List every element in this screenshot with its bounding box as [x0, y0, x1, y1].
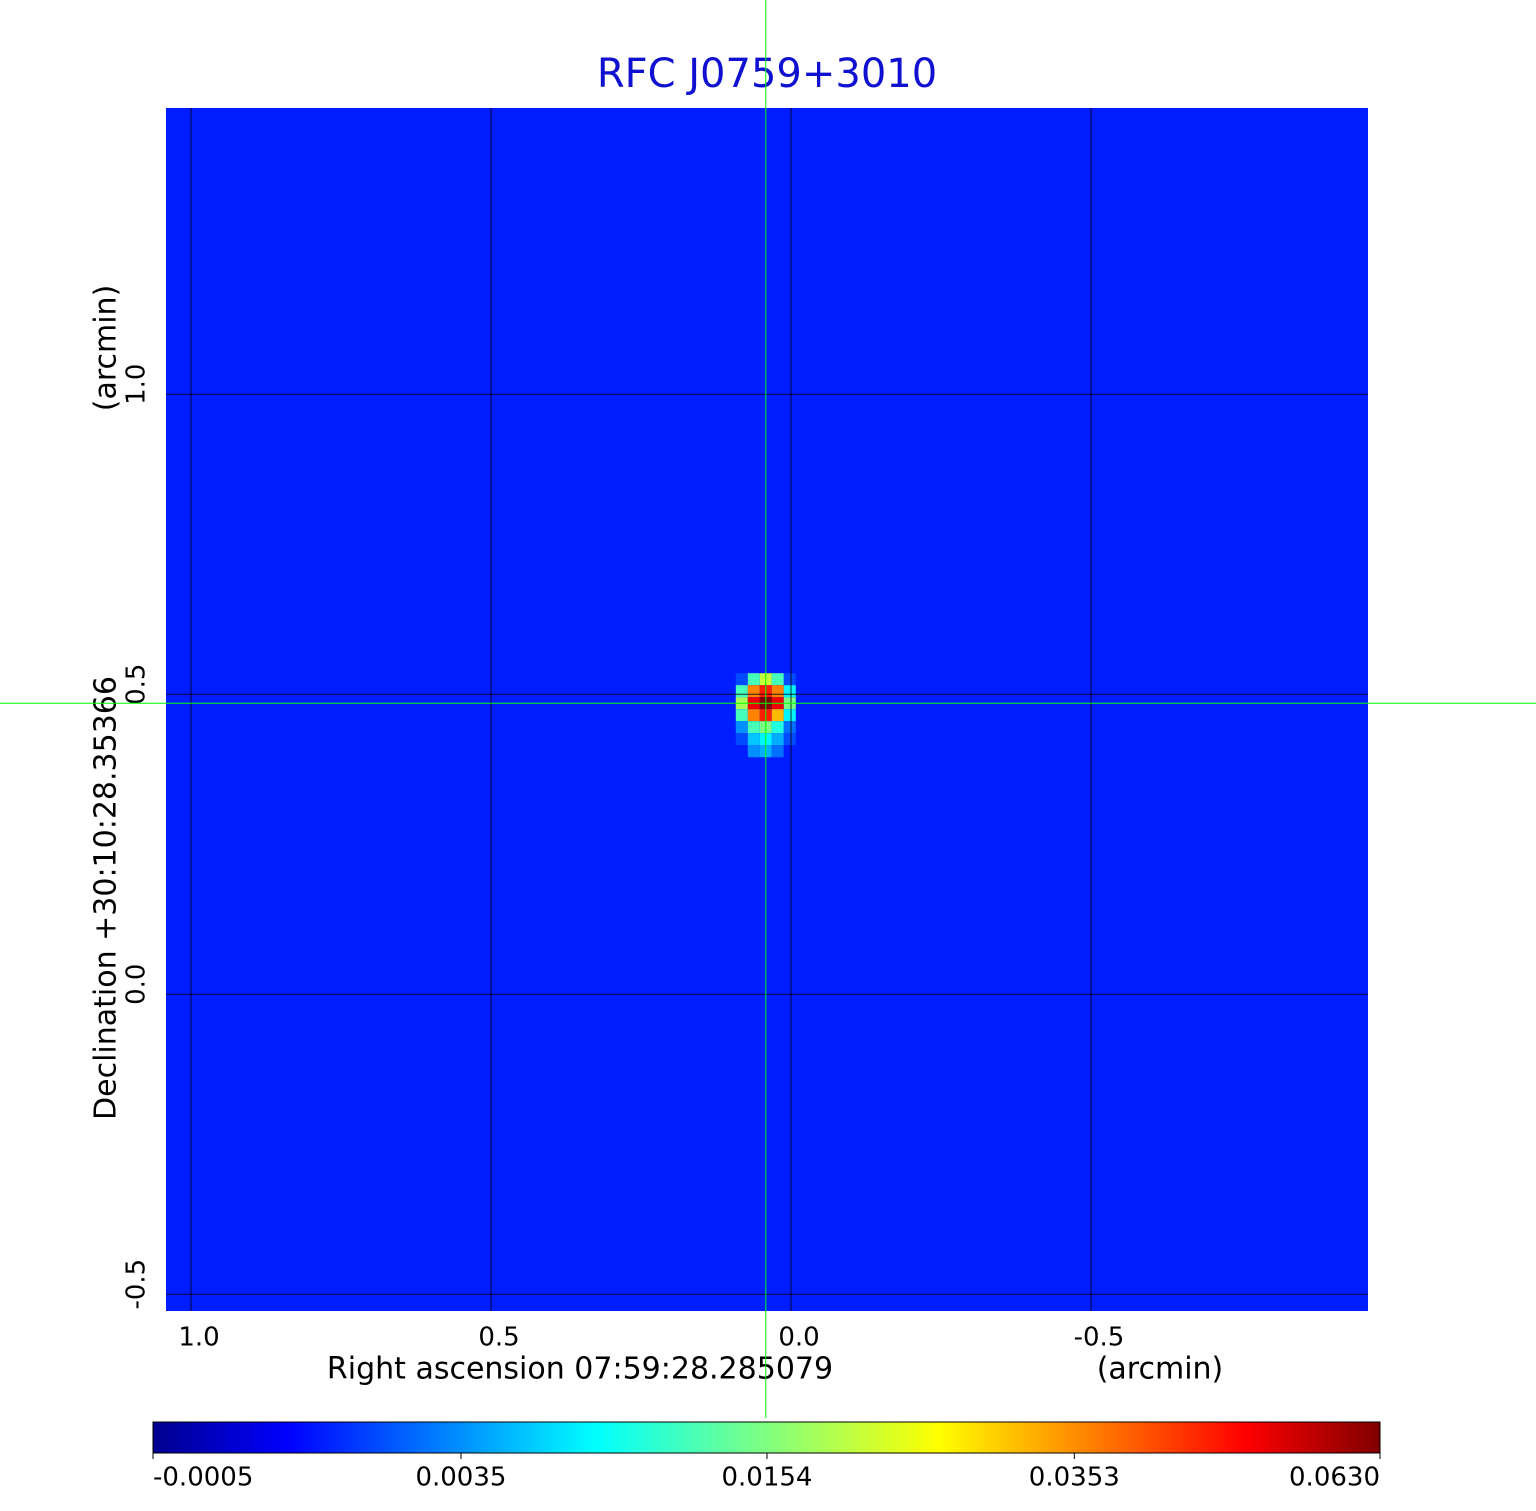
pixel — [747, 709, 760, 722]
x-axis-unit: (arcmin) — [1097, 1352, 1224, 1387]
pixel — [747, 733, 760, 746]
x-tick-label: 0.0 — [778, 1323, 819, 1353]
pixel — [771, 745, 784, 758]
colorbar — [152, 1421, 1381, 1454]
y-tick-label: 1.0 — [122, 364, 152, 405]
pixel — [783, 745, 796, 758]
x-tick-label: -0.5 — [1074, 1323, 1125, 1353]
pixel — [771, 721, 784, 734]
colorbar-tick-label: 0.0353 — [1029, 1463, 1120, 1493]
pixel — [783, 673, 796, 686]
y-axis-unit: (arcmin) — [89, 285, 124, 412]
y-tick-label: -0.5 — [122, 1259, 152, 1310]
pixel — [783, 733, 796, 746]
pixel — [735, 673, 748, 686]
pixel — [735, 745, 748, 758]
pixel — [747, 721, 760, 734]
pixel — [783, 709, 796, 722]
pixel — [735, 733, 748, 746]
y-axis-label: Declination +30:10:28.35366 — [89, 676, 124, 1120]
pixel — [771, 673, 784, 686]
y-tick-label: 0.5 — [122, 664, 152, 705]
pixel — [735, 721, 748, 734]
x-axis-label: Right ascension 07:59:28.285079 — [327, 1352, 833, 1387]
pixel — [771, 709, 784, 722]
colorbar-tick-label: 0.0630 — [1289, 1463, 1380, 1493]
colorbar-tick-label: 0.0035 — [415, 1463, 506, 1493]
colorbar-tick-label: -0.0005 — [153, 1463, 253, 1493]
pixel — [747, 673, 760, 686]
pixel — [783, 685, 796, 698]
pixel — [735, 685, 748, 698]
pixel — [747, 685, 760, 698]
y-tick-label: 0.0 — [122, 964, 152, 1005]
pixel — [771, 685, 784, 698]
pixel — [783, 721, 796, 734]
chart-title: RFC J0759+3010 — [597, 51, 937, 97]
pixel — [771, 733, 784, 746]
colorbar-tick-label: 0.0154 — [721, 1463, 812, 1493]
x-tick-label: 1.0 — [178, 1323, 219, 1353]
pixel — [735, 709, 748, 722]
x-tick-label: 0.5 — [478, 1323, 519, 1353]
pixel — [747, 745, 760, 758]
